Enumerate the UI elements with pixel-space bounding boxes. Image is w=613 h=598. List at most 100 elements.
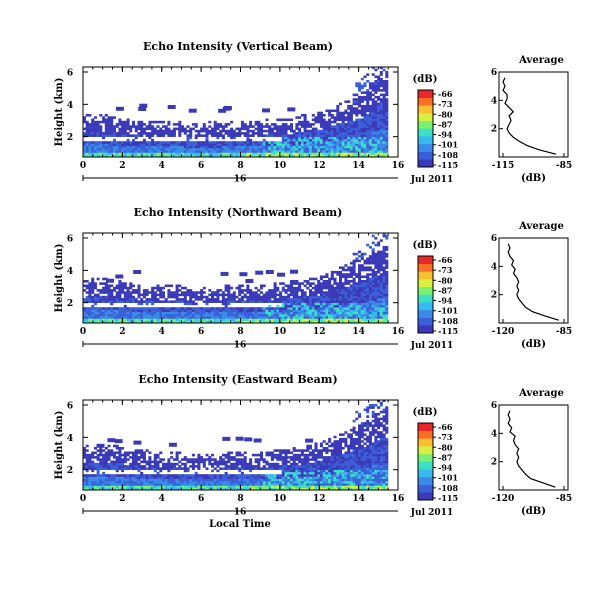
echo-cell [235, 145, 239, 149]
echo-cell [132, 456, 136, 459]
echo-cell [352, 111, 356, 115]
echo-cell [156, 132, 160, 135]
echo-cell [230, 129, 234, 133]
echo-cell [358, 100, 362, 103]
echo-cell [366, 141, 370, 144]
echo-cell [205, 318, 209, 322]
echo-cell [162, 474, 166, 477]
echo-cell [151, 487, 155, 491]
echo-cell [172, 132, 176, 135]
echo-cell [377, 264, 381, 267]
echo-cell [366, 154, 370, 158]
echo-cell [102, 485, 106, 489]
echo-cell [110, 302, 114, 306]
echo-cell [142, 478, 146, 482]
echo-cell [132, 478, 136, 482]
echo-cell [249, 474, 253, 477]
echo-cell [341, 313, 345, 317]
echo-cell [300, 480, 304, 484]
echo-cell [298, 485, 302, 489]
echo-cell [197, 134, 201, 137]
echo-cell [178, 320, 182, 324]
echo-cell [159, 150, 163, 153]
echo-cell [91, 282, 95, 285]
echo-cell [148, 309, 152, 312]
profile-frame [498, 237, 569, 324]
echo-cell [295, 485, 299, 489]
echo-cell [211, 318, 215, 322]
echo-cell [333, 118, 337, 122]
echo-cell [349, 107, 353, 110]
echo-cell [121, 474, 125, 477]
echo-cell [211, 141, 215, 144]
echo-cell [183, 145, 187, 149]
echo-cell [142, 313, 146, 317]
echo-cell [341, 120, 345, 124]
echo-cell [219, 150, 223, 153]
echo-cell [363, 284, 367, 288]
echo-cell [183, 309, 187, 312]
echo-cell [333, 134, 337, 137]
echo-cell [281, 302, 285, 306]
echo-cell [162, 320, 166, 324]
echo-cell [211, 293, 215, 297]
echo-cell [379, 259, 383, 263]
echo-cell [284, 483, 288, 486]
echo-cell [221, 476, 225, 479]
echo-cell [290, 298, 294, 301]
echo-cell [202, 478, 206, 482]
echo-cell [183, 478, 187, 482]
echo-cell [162, 300, 166, 303]
echo-cell [194, 150, 198, 153]
echo-cell [360, 284, 364, 288]
echo-cell [292, 467, 296, 470]
echo-cell [153, 456, 157, 459]
echo-cell [107, 318, 111, 322]
echo-cell [251, 125, 255, 128]
echo-cell [102, 152, 106, 156]
echo-cell [137, 474, 141, 477]
echo-cell [132, 134, 136, 137]
echo-cell [355, 313, 359, 317]
echo-cell [151, 298, 155, 301]
echo-cell [382, 102, 386, 106]
echo-cell [132, 143, 136, 146]
echo-cell [197, 460, 201, 464]
echo-cell [349, 309, 353, 312]
echo-cell [276, 300, 280, 303]
echo-cell [134, 298, 138, 301]
echo-cell [273, 467, 277, 470]
echo-cell [279, 458, 283, 461]
colorbar-swatch [418, 325, 433, 334]
echo-cell [366, 100, 370, 103]
echo-cell [249, 483, 253, 486]
echo-cell [270, 462, 274, 466]
echo-cell [319, 307, 323, 310]
echo-cell [240, 458, 244, 461]
echo-cell [156, 474, 160, 477]
echo-cell [341, 141, 345, 144]
echo-cell [202, 465, 206, 468]
echo-cell [298, 449, 302, 452]
colorbar-swatch [418, 279, 433, 288]
echo-cell [339, 309, 343, 312]
echo-cell [99, 462, 103, 466]
echo-cell [208, 300, 212, 303]
echo-cell [99, 291, 103, 294]
echo-cell [197, 478, 201, 482]
echo-cell [270, 476, 274, 479]
echo-cell [221, 320, 225, 324]
echo-cell [303, 152, 307, 156]
echo-cell [284, 456, 288, 459]
echo-cell [352, 295, 356, 299]
echo-cell [164, 485, 168, 489]
echo-cell [123, 311, 127, 315]
echo-cell [344, 154, 348, 158]
echo-cell [162, 483, 166, 486]
echo-cell [208, 313, 212, 317]
echo-cell [268, 150, 272, 153]
echo-cell [240, 145, 244, 149]
echo-cell [325, 275, 329, 279]
echo-cell [93, 313, 97, 317]
echo-cell [115, 447, 119, 450]
